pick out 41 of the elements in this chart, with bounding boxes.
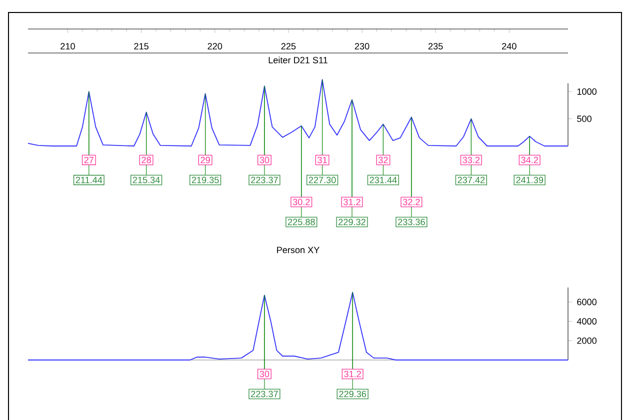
annotation: 233.36 [398,218,425,226]
annotation: 28 [142,156,151,164]
x-tick-label: 225 [281,43,296,50]
y-tick-label: 4000 [576,318,597,325]
annotation: 241.39 [516,176,544,184]
annotation: 231.44 [370,176,397,184]
annotation: 34.2 [521,156,538,164]
annotation: 32.2 [402,198,420,206]
annotation: 237.42 [458,176,485,184]
x-tick-label: 215 [134,43,148,50]
x-tick-label: 220 [208,43,222,50]
x-tick-label: 230 [354,43,370,50]
annotation: 27 [84,156,94,164]
text: Leiter D21 S11 [268,56,328,64]
y-tick-label: 2000 [577,337,597,344]
annotation: 30.2 [292,198,310,206]
annotation: 211.44 [76,176,102,184]
annotation: 225.88 [288,218,315,226]
annotation: 31 [318,156,327,164]
annotation: 219.35 [192,176,219,184]
annotation: 31.2 [344,370,361,378]
annotation: 33.2 [462,156,480,164]
annotation: 30 [260,156,270,164]
x-tick-label: 235 [428,43,443,50]
x-tick-label: 210 [60,43,75,50]
annotation: 31.2 [344,198,360,206]
x-tick-label: 240 [502,43,516,50]
annotation: 229.36 [339,390,366,398]
y-tick-label: 6000 [577,298,597,306]
annotation: 215.34 [132,176,160,184]
annotation: 223.37 [251,390,278,398]
annotation: 29 [200,156,210,164]
annotation: 229.32 [338,218,366,226]
annotation: 32 [378,156,388,164]
y-tick-label: 1000 [577,88,597,95]
annotation: 30 [260,370,270,378]
line-series [28,79,568,146]
chart-title: Person XY [277,246,320,254]
annotation: 227.30 [308,176,336,184]
annotation: 223.37 [251,176,278,184]
y-tick-label: 500 [577,116,592,122]
